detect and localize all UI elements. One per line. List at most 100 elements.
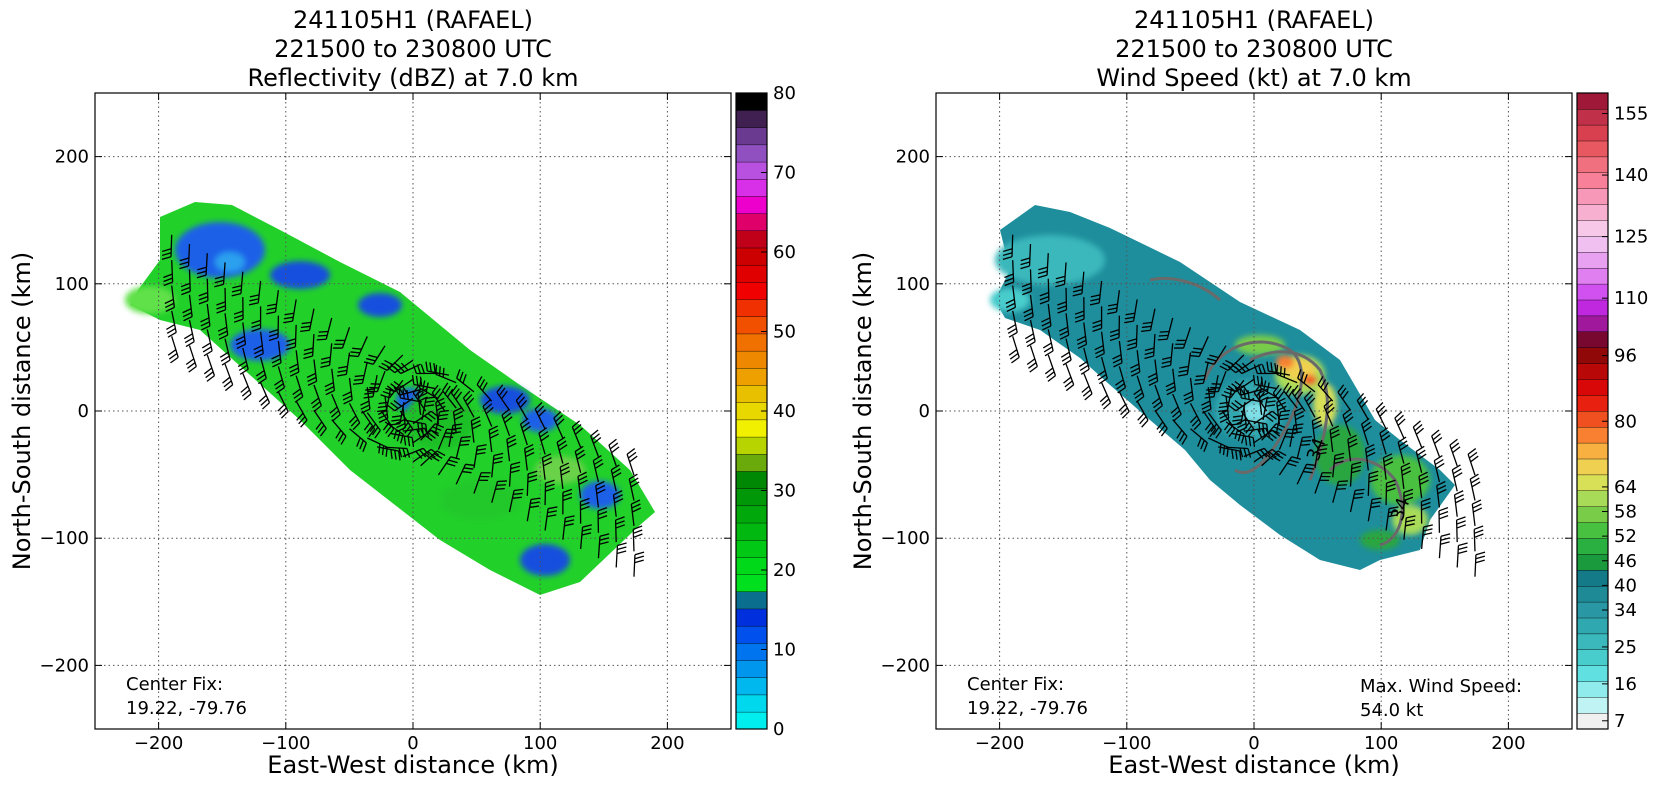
wind-colorbar-swatch bbox=[1577, 697, 1608, 713]
wind-field bbox=[990, 205, 1455, 570]
reflectivity-colorbar-tick-label: 70 bbox=[773, 163, 796, 184]
wind-colorbar-tick-label: 80 bbox=[1614, 411, 1637, 432]
reflectivity-wind-barb bbox=[616, 543, 626, 567]
reflectivity-wind-barb bbox=[186, 346, 196, 373]
wind-x-axis-label: East-West distance (km) bbox=[1108, 751, 1399, 779]
wind-colorbar-tick-label: 125 bbox=[1614, 227, 1648, 248]
wind-x-tick-label: 200 bbox=[1491, 733, 1525, 754]
wind-title-line-3: Wind Speed (kt) at 7.0 km bbox=[1096, 64, 1411, 92]
wind-speed-panel: 241105H1 (RAFAEL) 221500 to 230800 UTC W… bbox=[849, 6, 1648, 779]
wind-colorbar-swatch bbox=[1577, 332, 1608, 348]
reflectivity-x-axis-label: East-West distance (km) bbox=[267, 751, 558, 779]
wind-colorbar-swatch bbox=[1577, 554, 1608, 570]
wind-colorbar-tick-label: 46 bbox=[1614, 551, 1637, 572]
wind-colorbar-swatch bbox=[1577, 220, 1608, 236]
wind-wind-barb bbox=[1045, 355, 1055, 382]
wind-colorbar-swatch bbox=[1577, 316, 1608, 332]
wind-colorbar-swatch bbox=[1577, 125, 1608, 141]
reflectivity-y-tick-label: 200 bbox=[55, 147, 89, 168]
reflectivity-colorbar-swatch bbox=[736, 643, 767, 660]
reflectivity-colorbar-swatch bbox=[736, 351, 767, 368]
reflectivity-colorbar-swatch bbox=[736, 540, 767, 557]
reflectivity-title-line-2: 221500 to 230800 UTC bbox=[274, 35, 552, 63]
wind-colorbar-swatch bbox=[1577, 300, 1608, 316]
wind-title-line-1: 241105H1 (RAFAEL) bbox=[1134, 6, 1374, 34]
wind-colorbar-tick-label: 52 bbox=[1614, 526, 1637, 547]
wind-colorbar-swatch bbox=[1577, 363, 1608, 379]
wind-center-fix-label: Center Fix: bbox=[967, 674, 1064, 695]
wind-wind-barb bbox=[1457, 517, 1466, 542]
reflectivity-colorbar-swatch bbox=[736, 248, 767, 265]
reflectivity-panel: 241105H1 (RAFAEL) 221500 to 230800 UTC R… bbox=[8, 6, 796, 779]
wind-colorbar-swatch bbox=[1577, 586, 1608, 602]
reflectivity-colorbar-swatch bbox=[736, 677, 767, 694]
wind-colorbar-tick-label: 58 bbox=[1614, 502, 1637, 523]
reflectivity-colorbar-tick-label: 60 bbox=[773, 242, 796, 263]
wind-colorbar-swatch bbox=[1577, 157, 1608, 173]
wind-colorbar-tick-label: 64 bbox=[1614, 477, 1637, 498]
reflectivity-colorbar-swatch bbox=[736, 471, 767, 488]
wind-y-tick-label: −200 bbox=[881, 655, 930, 676]
wind-colorbar-swatch bbox=[1577, 618, 1608, 634]
wind-wind-barb bbox=[1470, 474, 1480, 500]
reflectivity-colorbar-swatch bbox=[736, 196, 767, 213]
wind-colorbar-tick-label: 34 bbox=[1614, 600, 1637, 621]
reflectivity-colorbar-swatch bbox=[736, 231, 767, 248]
wind-wind-barb bbox=[1432, 430, 1442, 457]
wind-wind-barb bbox=[1468, 449, 1478, 476]
wind-colorbar-swatch bbox=[1577, 570, 1608, 586]
reflectivity-colorbar-swatch bbox=[736, 110, 767, 127]
wind-wind-barb bbox=[1027, 346, 1037, 373]
reflectivity-colorbar-swatch bbox=[736, 334, 767, 351]
wind-y-tick-label: 200 bbox=[896, 147, 930, 168]
reflectivity-colorbar-swatch bbox=[736, 695, 767, 712]
wind-center-fix-value: 19.22, -79.76 bbox=[967, 698, 1088, 719]
reflectivity-colorbar-swatch bbox=[736, 145, 767, 162]
wind-colorbar-tick-label: 110 bbox=[1614, 288, 1648, 309]
reflectivity-colorbar-swatch bbox=[736, 574, 767, 591]
wind-wind-barb bbox=[1450, 439, 1460, 466]
reflectivity-colorbar-swatch bbox=[736, 213, 767, 230]
wind-colorbar-swatch bbox=[1577, 284, 1608, 300]
reflectivity-colorbar-swatch bbox=[736, 523, 767, 540]
reflectivity-y-tick-label: −200 bbox=[40, 655, 89, 676]
wind-wind-barb bbox=[1455, 491, 1465, 517]
reflectivity-wind-barb bbox=[204, 355, 214, 382]
reflectivity-colorbar-tick-label: 0 bbox=[773, 719, 784, 740]
reflectivity-y-tick-label: 100 bbox=[55, 274, 89, 295]
reflectivity-wind-barb bbox=[223, 364, 233, 391]
wind-colorbar-swatch bbox=[1577, 379, 1608, 395]
wind-y-tick-label: 0 bbox=[919, 401, 930, 422]
wind-wind-barb bbox=[1439, 508, 1448, 533]
wind-x-tick-label: −200 bbox=[975, 733, 1024, 754]
reflectivity-colorbar-swatch bbox=[736, 299, 767, 316]
reflectivity-colorbar-swatch bbox=[736, 265, 767, 282]
wind-colorbar-swatch bbox=[1577, 459, 1608, 475]
reflectivity-colorbar-swatch bbox=[736, 127, 767, 144]
reflectivity-colorbar-swatch bbox=[736, 420, 767, 437]
reflectivity-wind-barb bbox=[241, 373, 251, 400]
reflectivity-colorbar-swatch bbox=[736, 609, 767, 626]
reflectivity-colorbar-swatch bbox=[736, 437, 767, 454]
reflectivity-center-fix-value: 19.22, -79.76 bbox=[126, 698, 247, 719]
wind-colorbar-swatch bbox=[1577, 650, 1608, 666]
wind-colorbar-swatch bbox=[1577, 538, 1608, 554]
wind-colorbar-swatch bbox=[1577, 491, 1608, 507]
wind-colorbar-swatch bbox=[1577, 188, 1608, 204]
reflectivity-colorbar-swatch bbox=[736, 368, 767, 385]
wind-colorbar-tick-label: 155 bbox=[1614, 104, 1648, 125]
reflectivity-wind-barb bbox=[634, 552, 644, 577]
wind-wind-barb bbox=[1474, 526, 1483, 551]
wind-y-axis-label: North-South distance (km) bbox=[849, 252, 877, 571]
reflectivity-title-line-1: 241105H1 (RAFAEL) bbox=[293, 6, 533, 34]
wind-wind-barb bbox=[1472, 500, 1482, 526]
wind-max-speed-label: Max. Wind Speed: bbox=[1360, 676, 1522, 697]
wind-wind-barb bbox=[1475, 552, 1485, 577]
reflectivity-colorbar-swatch bbox=[736, 454, 767, 471]
reflectivity-x-tick-label: −200 bbox=[134, 733, 183, 754]
reflectivity-colorbar-swatch bbox=[736, 506, 767, 523]
wind-max-speed-value: 54.0 kt bbox=[1360, 700, 1423, 721]
